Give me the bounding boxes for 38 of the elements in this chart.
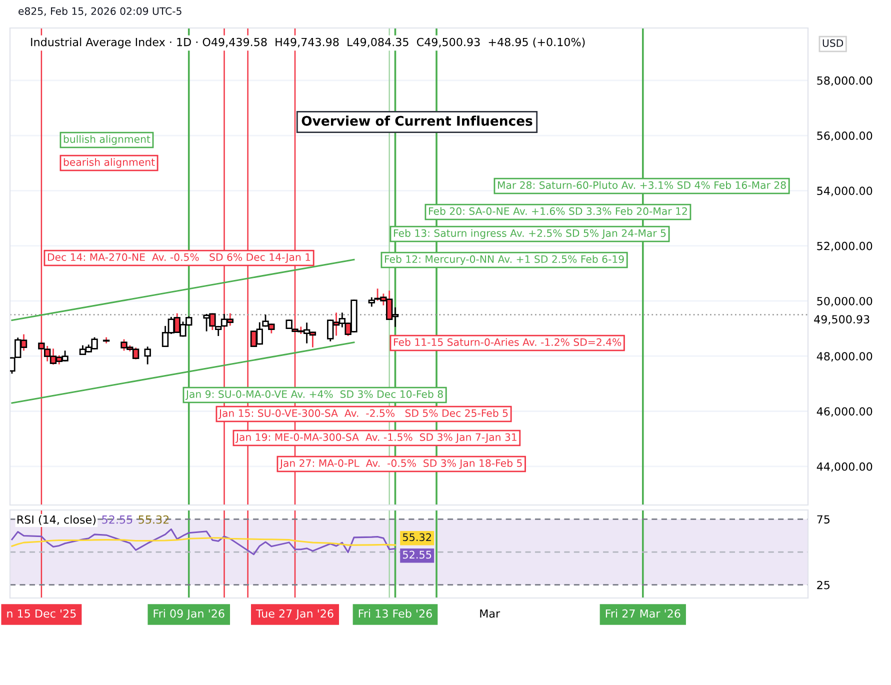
y-tick-label: 46,000.00 bbox=[816, 407, 872, 417]
y-tick-label: 52,000.00 bbox=[817, 242, 872, 252]
text: Overview of Current Influences bbox=[302, 116, 532, 126]
x-tick-label: n 15 Dec '25 bbox=[7, 609, 76, 618]
annotation: Jan 19: ME-0-MA-300-SA Av. -1.5% SD 3% Jan 7-Jan 31 bbox=[235, 433, 516, 443]
y-tick-label: 75 bbox=[817, 515, 830, 524]
data-label: 55.32 bbox=[402, 533, 431, 542]
x-tick-label: Fri 27 Mar '26 bbox=[606, 609, 680, 618]
annotation: Feb 12: Mercury-0-NN Av. +1 SD 2.5% Feb 6-19 bbox=[384, 255, 624, 265]
legend-title: RSI (14, close) bbox=[17, 515, 96, 526]
y-tick-label: 50,000.00 bbox=[817, 296, 872, 306]
text: 52.55 bbox=[102, 515, 132, 524]
annotation: Jan 15: SU-0-VE-300-SA Av. -2.5% SD 5% Dec 25-Feb 5 bbox=[218, 409, 508, 419]
data-label: 52.55 bbox=[402, 550, 432, 559]
annotation: Jan 9: SU-0-MA-0-VE Av. +4% SD 3% Dec 10-Feb 8 bbox=[185, 390, 443, 400]
y-tick-label: 25 bbox=[817, 580, 830, 590]
annotation: Feb 13: Saturn ingress Av. +2.5% SD 5% Jan 24-Mar 5 bbox=[394, 229, 666, 239]
y-tick-label: 54,000.00 bbox=[817, 186, 872, 196]
x-tick-label: Tue 27 Jan '26 bbox=[256, 609, 334, 620]
annotation: Jan 27: MA-0-PL Av. -0.5% SD 3% Jan 18-Feb 5 bbox=[279, 459, 522, 469]
text: Industrial Average Index · 1D · O49,439.58 H49,743.98 L49,084.35 C49,500.93 +48.95 (+0.10%) bbox=[31, 38, 585, 48]
annotation: Mar 28: Saturn-60-Pluto Av. +3.1% SD 4% Feb 16-Mar 28 bbox=[498, 181, 786, 189]
x-tick-label: Mar bbox=[480, 609, 500, 618]
annotation: bullish alignment bbox=[64, 135, 150, 145]
text: 55.32 bbox=[138, 515, 169, 524]
y-tick-label: 44,000.00 bbox=[816, 462, 872, 472]
y-tick-label: 58,000.00 bbox=[817, 76, 872, 86]
annotation: Dec 14: MA-270-NE Av. -0.5% SD 6% Dec 14-Jan 1 bbox=[48, 253, 310, 263]
ref-line-label: 49,500.93 bbox=[814, 315, 870, 325]
y-tick-label: 48,000.00 bbox=[816, 352, 872, 362]
y-tick-label: 56,000.00 bbox=[817, 132, 872, 142]
text: USD bbox=[822, 39, 844, 47]
x-tick-label: Fri 09 Jan '26 bbox=[154, 609, 224, 620]
annotation: bearish alignment bbox=[64, 158, 155, 168]
text: e825, Feb 15, 2026 02:09 UTC-5 bbox=[18, 7, 182, 16]
annotation: Feb 11-15 Saturn-0-Aries Av. -1.2% SD=2.4% bbox=[394, 338, 622, 346]
x-tick-label: Fri 13 Feb '26 bbox=[358, 609, 432, 618]
annotation: Feb 20: SA-0-NE Av. +1.6% SD 3.3% Feb 20-Mar 12 bbox=[428, 207, 687, 215]
